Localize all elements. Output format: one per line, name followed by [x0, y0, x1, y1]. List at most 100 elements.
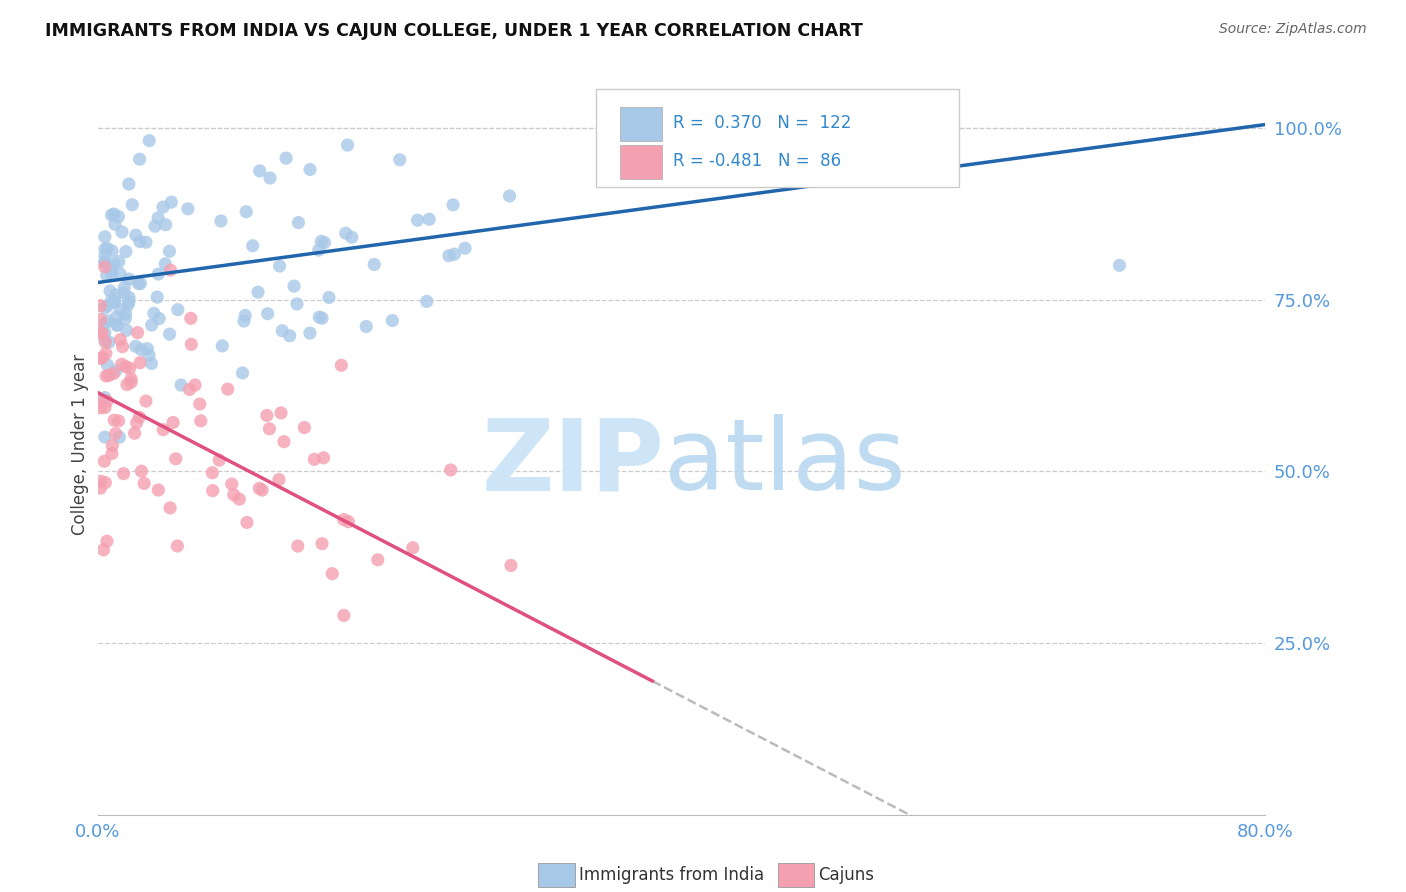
Point	[118, 290, 141, 304]
Point	[118, 177, 141, 191]
Point	[89, 481, 111, 495]
Point	[340, 230, 363, 244]
Point	[117, 298, 139, 312]
Point	[96, 534, 118, 549]
Point	[91, 326, 114, 341]
Point	[101, 446, 124, 460]
Point	[416, 294, 439, 309]
Point	[112, 286, 135, 301]
Point	[308, 310, 330, 325]
Point	[94, 301, 117, 315]
Point	[146, 211, 169, 225]
Point	[152, 423, 174, 437]
Point	[250, 483, 273, 497]
Point	[89, 393, 111, 408]
Point	[142, 306, 165, 320]
Point	[236, 516, 259, 530]
Point	[104, 217, 127, 231]
Point	[128, 277, 150, 291]
Point	[108, 254, 131, 268]
Point	[129, 356, 152, 370]
Point	[91, 351, 114, 365]
Point	[141, 356, 163, 370]
Point	[406, 213, 429, 227]
Point	[94, 242, 117, 256]
Point	[222, 488, 245, 502]
Point	[321, 566, 343, 581]
Point	[332, 512, 354, 526]
Point	[148, 483, 170, 497]
Point	[166, 302, 188, 317]
Point	[108, 267, 131, 281]
Text: Source: ZipAtlas.com: Source: ZipAtlas.com	[1219, 22, 1367, 37]
Point	[440, 463, 463, 477]
Point	[97, 299, 120, 313]
Point	[124, 426, 146, 441]
Y-axis label: College, Under 1 year: College, Under 1 year	[72, 353, 89, 534]
Point	[134, 476, 156, 491]
Point	[112, 467, 135, 481]
Point	[103, 413, 125, 427]
Point	[96, 394, 118, 409]
Point	[170, 378, 193, 392]
Point	[93, 454, 115, 468]
Point	[499, 558, 522, 573]
Point	[111, 340, 134, 354]
Point	[114, 311, 136, 326]
Point	[1108, 258, 1130, 272]
Point	[100, 266, 122, 280]
Point	[93, 260, 115, 274]
Point	[273, 434, 295, 449]
Point	[118, 294, 141, 309]
Point	[107, 414, 129, 428]
Point	[233, 309, 256, 323]
Point	[111, 225, 134, 239]
Point	[103, 294, 125, 309]
Point	[211, 339, 233, 353]
Point	[89, 312, 111, 326]
Point	[336, 138, 359, 153]
Point	[89, 401, 111, 415]
Point	[125, 228, 148, 243]
Point	[104, 295, 127, 310]
Point	[94, 255, 117, 269]
Point	[274, 151, 297, 165]
Point	[152, 200, 174, 214]
Point	[367, 553, 389, 567]
Point	[89, 325, 111, 339]
Point	[381, 313, 404, 327]
Point	[318, 290, 340, 304]
Text: Cajuns: Cajuns	[818, 866, 875, 884]
Point	[101, 438, 124, 452]
Point	[292, 420, 315, 434]
Point	[179, 383, 201, 397]
Point	[94, 229, 117, 244]
Point	[235, 204, 257, 219]
Point	[128, 153, 150, 167]
Point	[256, 307, 278, 321]
Point	[111, 357, 134, 371]
Point	[94, 475, 117, 490]
Point	[110, 303, 132, 318]
Point	[278, 328, 301, 343]
Point	[498, 189, 520, 203]
Point	[287, 216, 309, 230]
Point	[159, 327, 181, 342]
Point	[94, 248, 117, 262]
Point	[402, 541, 425, 555]
Point	[418, 212, 440, 227]
Point	[100, 293, 122, 308]
Point	[94, 333, 117, 347]
Point	[103, 207, 125, 221]
Point	[165, 451, 187, 466]
FancyBboxPatch shape	[620, 145, 662, 179]
Point	[233, 314, 256, 328]
Point	[180, 311, 202, 326]
Point	[115, 359, 138, 374]
Point	[98, 284, 121, 298]
Point	[94, 255, 117, 269]
Point	[314, 235, 336, 250]
Point	[298, 326, 321, 340]
Point	[136, 342, 159, 356]
Point	[135, 394, 157, 409]
